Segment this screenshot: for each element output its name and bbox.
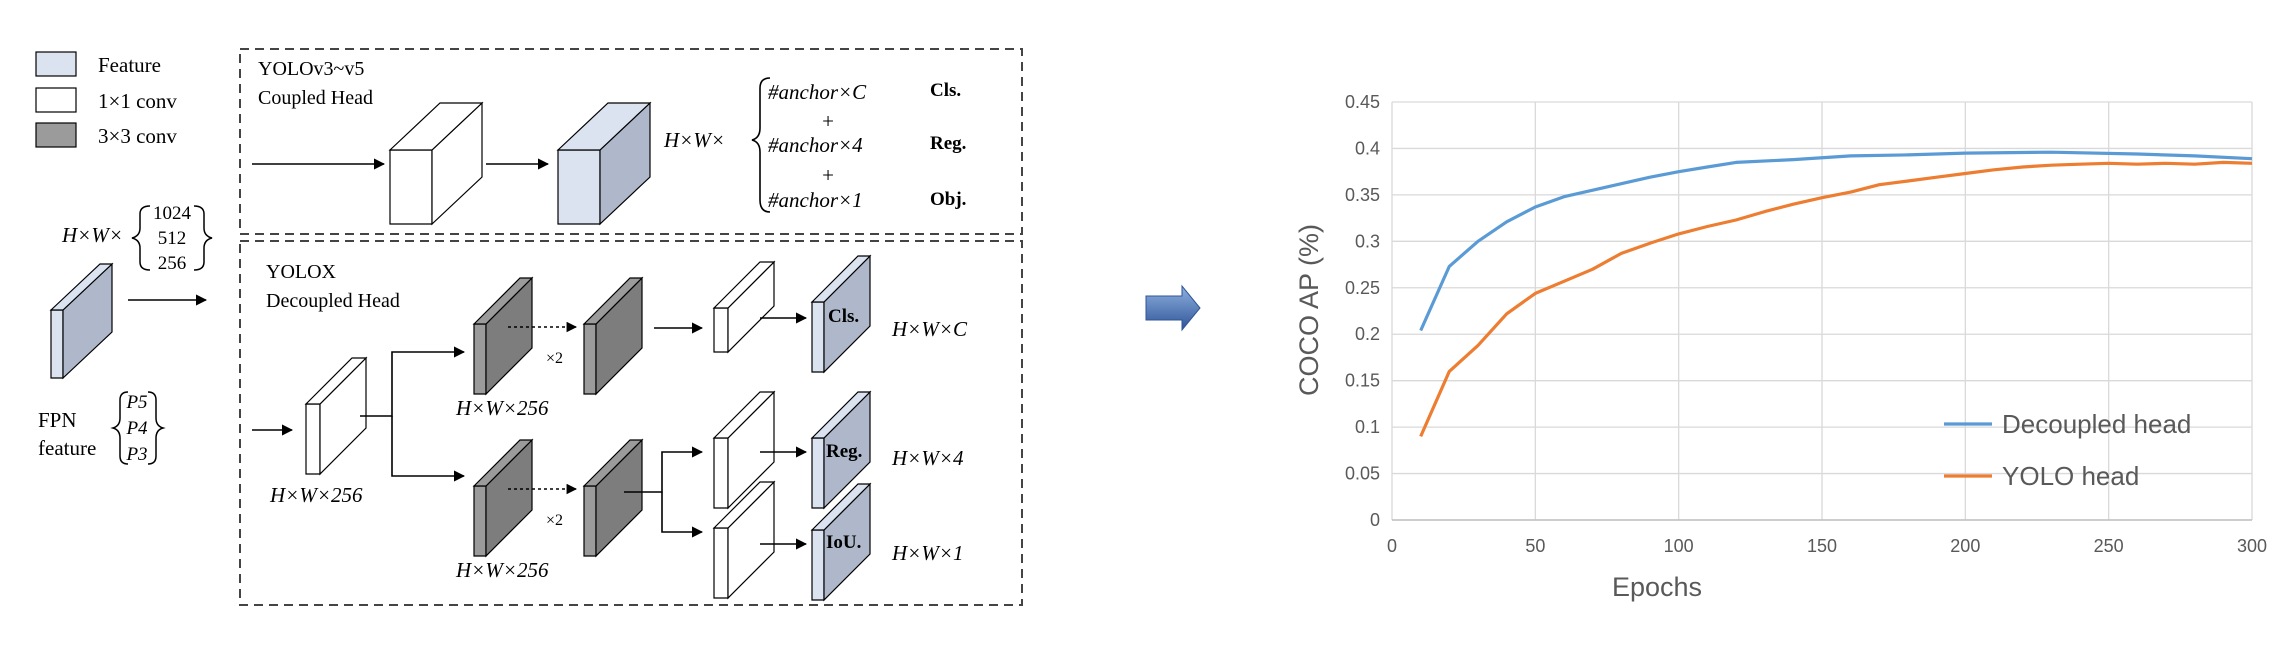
decoupled-reg-split-arrow xyxy=(624,446,704,493)
coupled-head-panel: YOLOv3~v5 Coupled Head H×W× #anchor×C + … xyxy=(239,48,1023,235)
legend-label-feature: Feature xyxy=(98,53,161,77)
chart-x-tick-label: 200 xyxy=(1950,536,1980,556)
decoupled-cls-dims: H×W×C xyxy=(891,317,968,341)
coupled-title-line2: Coupled Head xyxy=(258,87,373,109)
coupled-head-border xyxy=(239,48,1023,235)
legend-swatch-conv1 xyxy=(35,87,77,113)
decoupled-reg-dims: H×W×4 xyxy=(891,446,964,470)
decoupled-cls-conv3-a xyxy=(472,276,534,396)
decoupled-head-border xyxy=(239,240,1023,606)
coupled-term-plus: + xyxy=(822,109,834,133)
decoupled-iou-output xyxy=(810,482,872,602)
decoupled-cls-label: Cls. xyxy=(828,306,859,327)
decoupled-iou-conv1 xyxy=(712,480,776,600)
fpn-channel: 1024 xyxy=(153,203,192,224)
ap-chart: 0 50 100 150 200 250 300 0 0.05 0.1 0.15 0.2 0.25 0.… xyxy=(1294,92,2267,602)
decoupled-stem-dims: H×W×256 xyxy=(269,483,363,507)
coupled-output-cls: Cls. xyxy=(930,80,961,101)
coupled-brace xyxy=(751,77,771,213)
legend-swatch-conv3 xyxy=(35,122,77,148)
legend: Feature 1×1 conv 3×3 conv xyxy=(35,51,177,148)
legend-label-conv1: 1×1 conv xyxy=(98,89,177,113)
fpn-input: H×W× 1024 512 256 FPN feature P5 P4 P3 xyxy=(38,203,213,465)
decoupled-title-line2: Decoupled Head xyxy=(266,290,400,312)
decoupled-head-panel: YOLOX Decoupled Head H×W×256 ×2 H×W×256 xyxy=(239,240,1023,606)
fpn-levels-right-brace xyxy=(147,391,166,465)
decoupled-reg-label: Reg. xyxy=(826,441,862,462)
fpn-levels-left-brace xyxy=(110,391,129,465)
chart-y-tick-label: 0.4 xyxy=(1355,138,1380,158)
chart-y-tick-label: 0 xyxy=(1370,510,1380,530)
decoupled-reg-conv3-a xyxy=(472,438,534,558)
decoupled-reg-output xyxy=(810,390,872,510)
coupled-term-plus: + xyxy=(822,163,834,187)
chart-y-tick-label: 0.05 xyxy=(1345,464,1380,484)
decoupled-branch-dims-top: H×W×256 xyxy=(455,396,549,420)
fpn-left-brace xyxy=(131,205,151,271)
chart-y-tick-label: 0.1 xyxy=(1355,417,1380,437)
decoupled-title-line1: YOLOX xyxy=(266,261,337,283)
decoupled-repeat-bottom: ×2 xyxy=(546,512,563,529)
fpn-level: P5 xyxy=(125,392,147,413)
fpn-level: P3 xyxy=(125,444,147,465)
fpn-channel: 256 xyxy=(158,253,187,274)
fpn-label-line1: FPN xyxy=(38,408,77,432)
chart-y-tick-labels: 0 0.05 0.1 0.15 0.2 0.25 0.3 0.35 0.4 0.45 xyxy=(1345,92,1380,530)
decoupled-reg-conv1 xyxy=(712,390,776,510)
chart-y-axis-label: COCO AP (%) xyxy=(1294,224,1324,396)
chart-x-tick-label: 50 xyxy=(1525,536,1545,556)
chart-x-tick-label: 250 xyxy=(2094,536,2124,556)
decoupled-cls-output xyxy=(810,254,872,374)
chart-legend-label: Decoupled head xyxy=(2002,409,2191,439)
chart-legend-label: YOLO head xyxy=(2002,461,2139,491)
chart-y-tick-label: 0.25 xyxy=(1345,278,1380,298)
fpn-channel: 512 xyxy=(158,228,187,249)
chart-series-line-yolo-head xyxy=(1419,160,2253,438)
decoupled-reg-conv3-b xyxy=(582,438,644,558)
chart-y-tick-label: 0.15 xyxy=(1345,371,1380,391)
chart-legend: Decoupled head YOLO head xyxy=(1944,409,2191,491)
legend-swatch-feature xyxy=(35,51,77,77)
decoupled-repeat-top: ×2 xyxy=(546,350,563,367)
chart-x-tick-labels: 0 50 100 150 200 250 300 xyxy=(1387,536,2267,556)
coupled-term: #anchor×C xyxy=(768,80,867,104)
chart-x-tick-label: 0 xyxy=(1387,536,1397,556)
coupled-term: #anchor×1 xyxy=(768,188,863,212)
coupled-dims-prefix: H×W× xyxy=(663,128,725,152)
decoupled-iou-label: IoU. xyxy=(826,532,861,553)
coupled-title-line1: YOLOv3~v5 xyxy=(258,58,364,80)
coupled-output-obj: Obj. xyxy=(930,189,966,210)
chart-x-tick-label: 150 xyxy=(1807,536,1837,556)
fpn-label-line2: feature xyxy=(38,436,96,460)
decoupled-split-bottom-arrow xyxy=(391,416,466,482)
decoupled-stem-conv1 xyxy=(304,356,368,476)
fpn-feature-block xyxy=(49,262,114,380)
fpn-dims-prefix: H×W× xyxy=(61,223,123,247)
decoupled-cls-conv1 xyxy=(712,260,776,354)
fpn-level: P4 xyxy=(125,418,148,439)
chart-y-tick-label: 0.2 xyxy=(1355,324,1380,344)
coupled-output-reg: Reg. xyxy=(930,133,966,154)
transition-arrow-icon xyxy=(1145,284,1201,332)
decoupled-iou-split-arrow xyxy=(661,492,704,538)
decoupled-branch-dims-bottom: H×W×256 xyxy=(455,558,549,582)
coupled-term: #anchor×4 xyxy=(768,133,863,157)
coupled-conv1-block xyxy=(388,101,484,226)
legend-label-conv3: 3×3 conv xyxy=(98,124,177,148)
chart-x-tick-label: 100 xyxy=(1664,536,1694,556)
decoupled-cls-conv3-b xyxy=(582,276,644,396)
chart-series-line-decoupled-head xyxy=(1419,150,2253,332)
decoupled-split-top-arrow xyxy=(360,346,466,417)
chart-series xyxy=(1419,150,2253,438)
decoupled-iou-dims: H×W×1 xyxy=(891,541,964,565)
coupled-output-feature xyxy=(556,101,652,226)
chart-y-tick-label: 0.35 xyxy=(1345,185,1380,205)
fpn-right-brace xyxy=(193,205,213,271)
chart-x-tick-label: 300 xyxy=(2237,536,2267,556)
chart-y-tick-label: 0.45 xyxy=(1345,92,1380,112)
chart-x-axis-label: Epochs xyxy=(1612,572,1702,602)
chart-y-tick-label: 0.3 xyxy=(1355,231,1380,251)
